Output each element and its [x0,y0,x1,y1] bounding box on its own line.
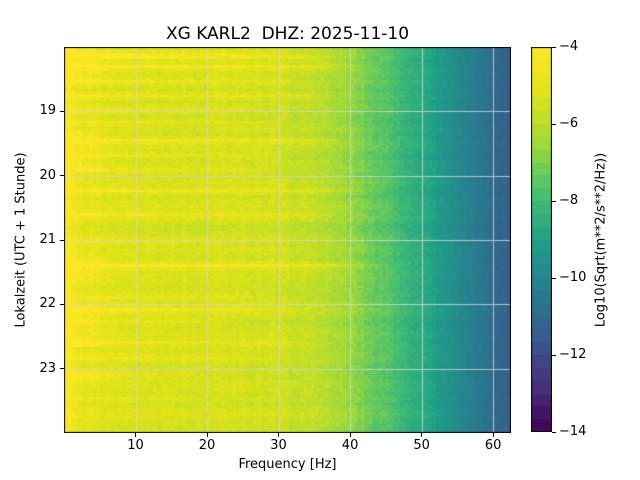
x-axis-label: Frequency [Hz] [238,457,337,472]
colorbar [531,47,552,432]
y-tick-mark [60,110,64,112]
x-tick-mark [135,433,137,437]
y-tick-mark [60,239,64,241]
x-tick-label: 60 [484,438,502,453]
colorbar-tick-label: −4 [559,39,579,54]
colorbar-tick-label: −6 [559,116,579,131]
y-tick-label: 21 [39,232,56,247]
colorbar-tick-label: −14 [559,424,587,439]
y-tick-label: 20 [39,167,56,183]
y-tick-mark [60,303,64,305]
y-tick-mark [60,368,64,370]
chart-title: XG KARL2 DHZ: 2025-11-10 [165,24,410,44]
y-axis-label: Lokalzeit (UTC + 1 Stunde) [13,152,29,328]
y-tick-label: 22 [39,296,56,312]
colorbar-tick-label: −12 [559,347,587,362]
colorbar-tick-mark [552,123,556,125]
colorbar-tick-mark [552,200,556,202]
x-tick-mark [278,433,280,437]
colorbar-tick-label: −10 [559,270,587,285]
colorbar-tick-mark [552,277,556,279]
x-tick-label: 50 [413,438,430,453]
colorbar-tick-mark [552,46,556,48]
x-tick-mark [206,433,208,437]
y-tick-label: 19 [39,103,56,119]
x-tick-label: 20 [198,438,216,453]
x-tick-label: 10 [127,438,144,453]
colorbar-label: Log10(Sqrt(m**2/s**2/Hz)) [593,152,609,328]
colorbar-tick-label: −8 [559,193,579,208]
x-tick-mark [349,433,351,437]
colorbar-tick-mark [552,431,556,433]
x-tick-mark [492,433,494,437]
x-tick-label: 30 [270,438,287,453]
x-tick-label: 40 [341,438,359,453]
y-tick-label: 23 [39,360,56,376]
x-tick-mark [421,433,423,437]
y-tick-mark [60,175,64,177]
spectrogram-heatmap [64,47,511,433]
colorbar-tick-mark [552,354,556,356]
